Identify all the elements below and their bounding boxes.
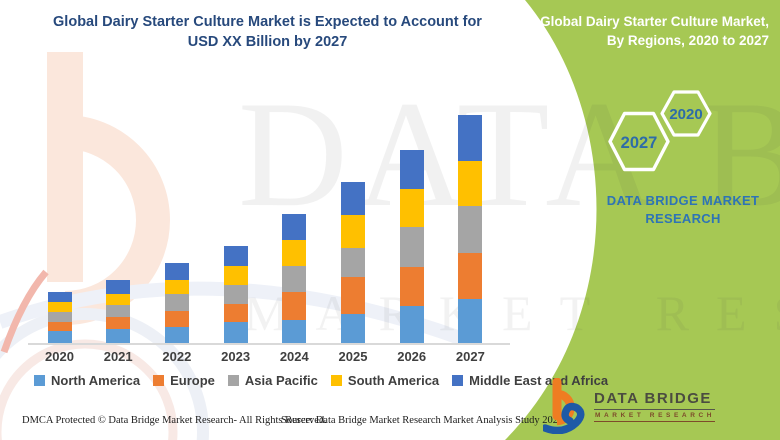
panel-brand-line1: DATA BRIDGE MARKET	[606, 193, 760, 208]
bar-segment-europe-2024	[282, 292, 307, 320]
hexagon-badge-2027: 2027	[608, 111, 670, 172]
bar-segment-north-america-2022	[164, 327, 189, 343]
bar-segment-middle-east-and-africa-2025	[341, 182, 365, 215]
bar-segment-north-america-2025	[341, 314, 365, 343]
legend-item-asia-pacific: Asia Pacific	[227, 373, 318, 388]
hexagon-2020-outline	[660, 90, 712, 137]
bar-segment-europe-2026	[399, 267, 424, 306]
dbmr-tagline: MARKET RESEARCH	[594, 410, 716, 422]
bar-segment-asia-pacific-2026	[399, 227, 424, 267]
chart-legend: North America Europe Asia Pacific South Ame…	[34, 373, 608, 388]
bar-segment-middle-east-and-africa-2027	[458, 115, 483, 161]
hexagon-2020-label: 2020	[669, 106, 702, 123]
bar-segment-europe-2023	[223, 304, 248, 322]
bar-segment-europe-2027	[458, 253, 483, 299]
dbmr-wordmark: DATA BRIDGE	[594, 390, 716, 410]
x-axis-label-2025: 2025	[338, 349, 368, 364]
x-axis-label-2021: 2021	[103, 349, 133, 364]
panel-brand-line2: RESEARCH	[645, 210, 721, 226]
dmca-copyright-text: DMCA Protected © Data Bridge Market Rese…	[22, 415, 327, 426]
bar-segment-europe-2025	[341, 277, 365, 314]
legend-swatch-north-america	[34, 375, 45, 386]
bar-segment-asia-pacific-2024	[282, 266, 307, 292]
legend-swatch-asia-pacific	[227, 375, 239, 386]
legend-item-south-america: South America	[330, 373, 440, 388]
watermark-red-streak	[0, 269, 49, 354]
x-axis-label-2027: 2027	[455, 349, 485, 364]
x-axis-label-2020: 2020	[45, 349, 74, 364]
bar-segment-europe-2022	[164, 311, 189, 327]
bar-segment-europe-2021	[106, 317, 131, 329]
bar-segment-south-america-2025	[341, 215, 365, 248]
bar-segment-north-america-2026	[399, 306, 424, 343]
bar-segment-north-america-2024	[282, 320, 307, 343]
bar-segment-asia-pacific-2022	[164, 294, 189, 311]
bar-segment-middle-east-and-africa-2022	[164, 263, 189, 280]
bar-segment-asia-pacific-2021	[106, 305, 131, 317]
legend-item-europe: Europe	[153, 373, 215, 388]
bar-segment-north-america-2021	[106, 329, 131, 343]
hexagon-2027-outline	[608, 111, 670, 172]
bar-segment-south-america-2022	[164, 280, 189, 294]
source-citation-text: Source: Data Bridge Market Research Mark…	[281, 415, 564, 426]
bar-segment-middle-east-and-africa-2021	[106, 280, 131, 294]
bar-segment-north-america-2020	[47, 331, 72, 343]
panel-title-line1: Global Dairy Starter Culture Market,	[540, 14, 769, 29]
bar-segment-south-america-2027	[458, 161, 483, 206]
panel-title: Global Dairy Starter Culture Market, By …	[529, 13, 769, 51]
legend-label-europe: Europe	[170, 373, 215, 388]
panel-brand-text: DATA BRIDGE MARKET RESEARCH	[588, 192, 778, 227]
bar-segment-middle-east-and-africa-2024	[282, 214, 307, 240]
dbmr-logo: DATA BRIDGE MARKET RESEARCH	[543, 378, 716, 434]
hexagon-badge-2020: 2020	[660, 90, 712, 137]
bar-segment-asia-pacific-2020	[47, 312, 72, 322]
watermark-text-line1: DATA BRIDGE	[238, 70, 780, 238]
bar-segment-asia-pacific-2023	[223, 285, 248, 304]
bar-segment-south-america-2024	[282, 240, 307, 266]
bar-segment-south-america-2023	[223, 266, 248, 285]
bar-segment-north-america-2027	[458, 299, 483, 343]
legend-label-north-america: North America	[51, 373, 141, 388]
bar-segment-north-america-2023	[223, 322, 248, 343]
x-axis-label-2023: 2023	[221, 349, 251, 364]
panel-title-line2: By Regions, 2020 to 2027	[606, 32, 769, 48]
legend-swatch-middle-east-and-africa	[452, 375, 464, 386]
legend-label-middle-east-and-africa: Middle East and Africa	[469, 373, 609, 388]
bar-segment-middle-east-and-africa-2023	[223, 246, 248, 266]
legend-item-middle-east-and-africa: Middle East and Africa	[452, 373, 608, 388]
bar-segment-middle-east-and-africa-2026	[399, 150, 424, 189]
dbmr-logo-text: DATA BRIDGE MARKET RESEARCH	[594, 390, 716, 422]
bar-segment-south-america-2021	[106, 294, 131, 305]
x-axis-label-2026: 2026	[397, 349, 427, 364]
dbmr-logo-icon	[543, 378, 585, 434]
bar-segment-south-america-2026	[399, 189, 424, 227]
chart-title-line1: Global Dairy Starter Culture Market is E…	[53, 14, 482, 30]
bar-segment-asia-pacific-2027	[458, 206, 483, 253]
chart-title-line2: USD XX Billion by 2027	[187, 33, 348, 50]
bar-segment-south-america-2020	[47, 302, 72, 312]
watermark-text-line2: MARKET RESEARCH	[244, 285, 780, 341]
legend-swatch-europe	[153, 375, 165, 386]
chart-title: Global Dairy Starter Culture Market is E…	[0, 13, 535, 52]
x-axis-line	[28, 343, 510, 345]
x-axis-label-2022: 2022	[162, 349, 192, 364]
legend-item-north-america: North America	[34, 373, 140, 388]
hexagon-2027-label: 2027	[621, 134, 658, 152]
legend-label-asia-pacific: Asia Pacific	[244, 373, 318, 388]
bar-segment-europe-2020	[47, 322, 72, 331]
bar-segment-asia-pacific-2025	[341, 248, 365, 277]
bar-segment-middle-east-and-africa-2020	[47, 292, 72, 302]
watermark-ring-outer	[0, 308, 209, 440]
legend-swatch-south-america	[330, 375, 342, 386]
x-axis-label-2024: 2024	[279, 349, 309, 364]
legend-label-south-america: South America	[347, 373, 440, 388]
